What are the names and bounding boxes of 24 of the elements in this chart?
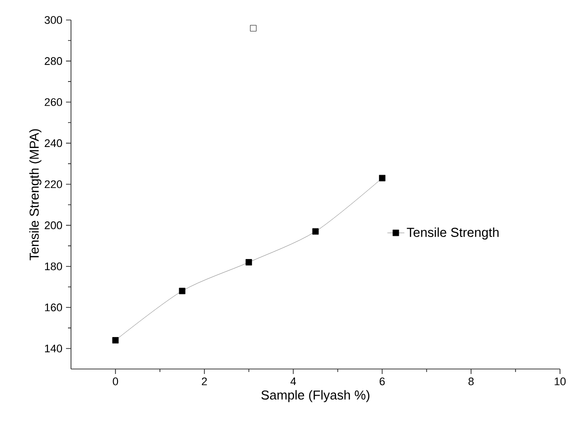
y-axis-title: Tensile Strength (MPA) [29, 129, 42, 260]
y-tick-label: 220 [44, 180, 62, 188]
y-tick-label: 280 [44, 57, 62, 65]
y-tick-label: 160 [45, 304, 62, 312]
point [250, 25, 256, 32]
legend-label: Tensile Strength [406, 227, 499, 240]
y-tick-label: 260 [44, 98, 62, 106]
y-tick-label: 140 [45, 344, 62, 352]
y-tick-label: 240 [44, 139, 62, 148]
y-tick-label: 300 [44, 16, 62, 24]
x-tick-label: 2 [202, 378, 207, 386]
y-tick-label: 180 [45, 262, 62, 270]
x-axis-title: Sample (Flyash %) [261, 390, 370, 402]
x-tick-label: 6 [380, 378, 385, 386]
point [178, 288, 186, 294]
point [112, 337, 119, 344]
point [246, 259, 252, 266]
x-tick-label: 0 [112, 378, 118, 386]
y-tick-label: 200 [44, 221, 62, 230]
point [312, 228, 319, 235]
x-tick-label: 10 [554, 378, 566, 386]
point [378, 174, 386, 182]
x-tick-label: 4 [290, 378, 296, 386]
x-tick-label: 8 [468, 378, 474, 386]
